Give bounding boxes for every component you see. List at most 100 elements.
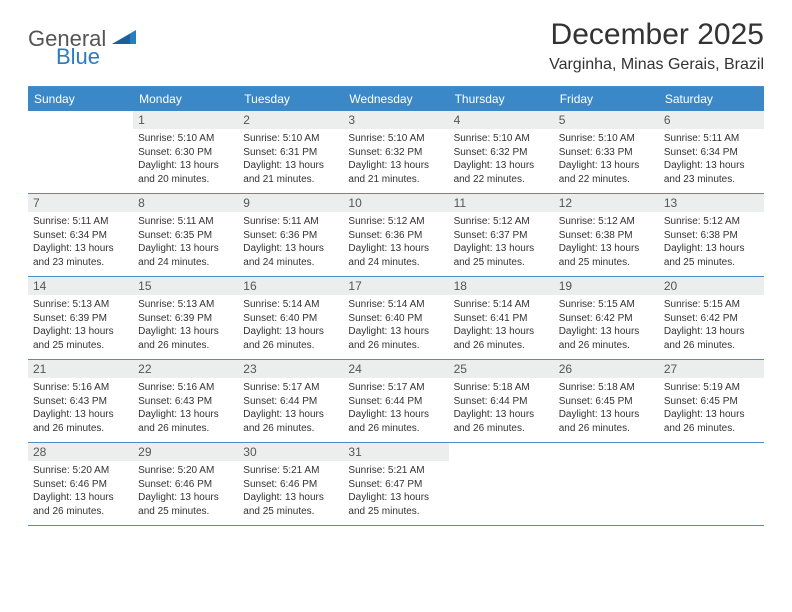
day-cell: 4Sunrise: 5:10 AMSunset: 6:32 PMDaylight…: [449, 111, 554, 193]
day-cell: 7Sunrise: 5:11 AMSunset: 6:34 PMDaylight…: [28, 194, 133, 276]
sunset-text: Sunset: 6:31 PM: [243, 146, 338, 160]
day-body: Sunrise: 5:11 AMSunset: 6:34 PMDaylight:…: [659, 129, 764, 190]
sunrise-text: Sunrise: 5:12 AM: [559, 215, 654, 229]
daylight-text: Daylight: 13 hours and 26 minutes.: [454, 325, 549, 352]
sunrise-text: Sunrise: 5:11 AM: [243, 215, 338, 229]
day-number: 11: [449, 194, 554, 212]
sunrise-text: Sunrise: 5:20 AM: [138, 464, 233, 478]
daylight-text: Daylight: 13 hours and 25 minutes.: [33, 325, 128, 352]
day-cell: [28, 111, 133, 193]
day-body: Sunrise: 5:16 AMSunset: 6:43 PMDaylight:…: [28, 378, 133, 439]
daylight-text: Daylight: 13 hours and 24 minutes.: [138, 242, 233, 269]
day-cell: 8Sunrise: 5:11 AMSunset: 6:35 PMDaylight…: [133, 194, 238, 276]
sunrise-text: Sunrise: 5:12 AM: [664, 215, 759, 229]
day-body: Sunrise: 5:12 AMSunset: 6:37 PMDaylight:…: [449, 212, 554, 273]
day-body: Sunrise: 5:10 AMSunset: 6:30 PMDaylight:…: [133, 129, 238, 190]
day-number: 13: [659, 194, 764, 212]
day-cell: 31Sunrise: 5:21 AMSunset: 6:47 PMDayligh…: [343, 443, 448, 525]
daylight-text: Daylight: 13 hours and 20 minutes.: [138, 159, 233, 186]
day-number: 20: [659, 277, 764, 295]
day-number: [28, 111, 133, 129]
sunrise-text: Sunrise: 5:12 AM: [454, 215, 549, 229]
daylight-text: Daylight: 13 hours and 26 minutes.: [138, 325, 233, 352]
daylight-text: Daylight: 13 hours and 26 minutes.: [33, 408, 128, 435]
sunrise-text: Sunrise: 5:21 AM: [243, 464, 338, 478]
day-header-sunday: Sunday: [28, 87, 133, 111]
daylight-text: Daylight: 13 hours and 21 minutes.: [243, 159, 338, 186]
day-header-tuesday: Tuesday: [238, 87, 343, 111]
day-cell: 5Sunrise: 5:10 AMSunset: 6:33 PMDaylight…: [554, 111, 659, 193]
week-row: 7Sunrise: 5:11 AMSunset: 6:34 PMDaylight…: [28, 194, 764, 277]
sunrise-text: Sunrise: 5:14 AM: [243, 298, 338, 312]
day-number: 7: [28, 194, 133, 212]
sunset-text: Sunset: 6:35 PM: [138, 229, 233, 243]
day-body: Sunrise: 5:18 AMSunset: 6:44 PMDaylight:…: [449, 378, 554, 439]
day-number: 5: [554, 111, 659, 129]
day-header-row: SundayMondayTuesdayWednesdayThursdayFrid…: [28, 87, 764, 111]
sunrise-text: Sunrise: 5:10 AM: [243, 132, 338, 146]
sunset-text: Sunset: 6:40 PM: [243, 312, 338, 326]
sunset-text: Sunset: 6:30 PM: [138, 146, 233, 160]
sunset-text: Sunset: 6:39 PM: [138, 312, 233, 326]
day-number: [554, 443, 659, 461]
sunrise-text: Sunrise: 5:18 AM: [559, 381, 654, 395]
sunset-text: Sunset: 6:42 PM: [559, 312, 654, 326]
daylight-text: Daylight: 13 hours and 26 minutes.: [348, 325, 443, 352]
daylight-text: Daylight: 13 hours and 23 minutes.: [33, 242, 128, 269]
month-title: December 2025: [549, 18, 764, 52]
week-row: 28Sunrise: 5:20 AMSunset: 6:46 PMDayligh…: [28, 443, 764, 526]
sunset-text: Sunset: 6:44 PM: [243, 395, 338, 409]
day-body: Sunrise: 5:14 AMSunset: 6:41 PMDaylight:…: [449, 295, 554, 356]
sunset-text: Sunset: 6:45 PM: [664, 395, 759, 409]
day-number: 15: [133, 277, 238, 295]
day-body: Sunrise: 5:20 AMSunset: 6:46 PMDaylight:…: [28, 461, 133, 522]
daylight-text: Daylight: 13 hours and 26 minutes.: [454, 408, 549, 435]
day-body: Sunrise: 5:13 AMSunset: 6:39 PMDaylight:…: [28, 295, 133, 356]
sunrise-text: Sunrise: 5:14 AM: [348, 298, 443, 312]
day-body: Sunrise: 5:21 AMSunset: 6:47 PMDaylight:…: [343, 461, 448, 522]
day-cell: 11Sunrise: 5:12 AMSunset: 6:37 PMDayligh…: [449, 194, 554, 276]
day-number: 25: [449, 360, 554, 378]
sunrise-text: Sunrise: 5:14 AM: [454, 298, 549, 312]
day-cell: 18Sunrise: 5:14 AMSunset: 6:41 PMDayligh…: [449, 277, 554, 359]
day-number: 21: [28, 360, 133, 378]
day-cell: 6Sunrise: 5:11 AMSunset: 6:34 PMDaylight…: [659, 111, 764, 193]
daylight-text: Daylight: 13 hours and 25 minutes.: [454, 242, 549, 269]
day-body: Sunrise: 5:10 AMSunset: 6:32 PMDaylight:…: [449, 129, 554, 190]
day-cell: 28Sunrise: 5:20 AMSunset: 6:46 PMDayligh…: [28, 443, 133, 525]
day-body: Sunrise: 5:21 AMSunset: 6:46 PMDaylight:…: [238, 461, 343, 522]
day-number: 12: [554, 194, 659, 212]
daylight-text: Daylight: 13 hours and 26 minutes.: [243, 325, 338, 352]
sunset-text: Sunset: 6:39 PM: [33, 312, 128, 326]
sunset-text: Sunset: 6:47 PM: [348, 478, 443, 492]
day-cell: 27Sunrise: 5:19 AMSunset: 6:45 PMDayligh…: [659, 360, 764, 442]
location: Varginha, Minas Gerais, Brazil: [549, 56, 764, 74]
sunset-text: Sunset: 6:43 PM: [138, 395, 233, 409]
day-header-monday: Monday: [133, 87, 238, 111]
day-cell: 26Sunrise: 5:18 AMSunset: 6:45 PMDayligh…: [554, 360, 659, 442]
daylight-text: Daylight: 13 hours and 26 minutes.: [348, 408, 443, 435]
sunset-text: Sunset: 6:44 PM: [454, 395, 549, 409]
sunrise-text: Sunrise: 5:19 AM: [664, 381, 759, 395]
day-header-friday: Friday: [554, 87, 659, 111]
sunrise-text: Sunrise: 5:16 AM: [33, 381, 128, 395]
day-number: 26: [554, 360, 659, 378]
day-body: Sunrise: 5:12 AMSunset: 6:38 PMDaylight:…: [659, 212, 764, 273]
daylight-text: Daylight: 13 hours and 25 minutes.: [243, 491, 338, 518]
sunset-text: Sunset: 6:34 PM: [33, 229, 128, 243]
day-body: Sunrise: 5:14 AMSunset: 6:40 PMDaylight:…: [343, 295, 448, 356]
sunrise-text: Sunrise: 5:15 AM: [664, 298, 759, 312]
day-cell: 25Sunrise: 5:18 AMSunset: 6:44 PMDayligh…: [449, 360, 554, 442]
day-number: 9: [238, 194, 343, 212]
day-header-wednesday: Wednesday: [343, 87, 448, 111]
day-cell: 19Sunrise: 5:15 AMSunset: 6:42 PMDayligh…: [554, 277, 659, 359]
day-cell: 14Sunrise: 5:13 AMSunset: 6:39 PMDayligh…: [28, 277, 133, 359]
day-cell: 15Sunrise: 5:13 AMSunset: 6:39 PMDayligh…: [133, 277, 238, 359]
day-number: 14: [28, 277, 133, 295]
sunset-text: Sunset: 6:45 PM: [559, 395, 654, 409]
day-number: 2: [238, 111, 343, 129]
day-cell: 20Sunrise: 5:15 AMSunset: 6:42 PMDayligh…: [659, 277, 764, 359]
sunrise-text: Sunrise: 5:10 AM: [559, 132, 654, 146]
day-header-thursday: Thursday: [449, 87, 554, 111]
day-body: Sunrise: 5:18 AMSunset: 6:45 PMDaylight:…: [554, 378, 659, 439]
